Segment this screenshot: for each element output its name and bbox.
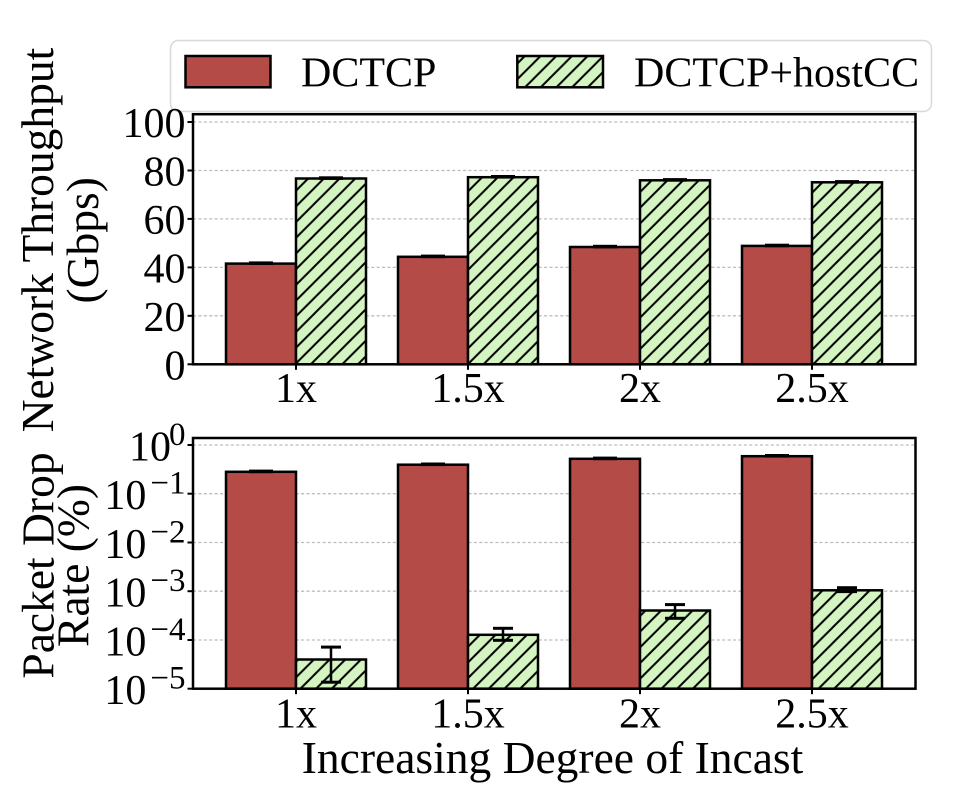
svg-text:2.5x: 2.5x: [775, 692, 849, 738]
svg-text:2x: 2x: [619, 366, 661, 412]
svg-text:Packet Drop: Packet Drop: [13, 452, 64, 678]
svg-text:DCTCP: DCTCP: [301, 51, 436, 97]
svg-text:20: 20: [144, 295, 186, 341]
svg-text:40: 40: [144, 246, 186, 292]
svg-text:10−2: 10 −2: [104, 515, 185, 569]
svg-text:80: 80: [144, 150, 186, 196]
svg-text:Rate (%): Rate (%): [47, 484, 98, 647]
svg-text:(Gbps): (Gbps): [57, 177, 108, 303]
svg-text:60: 60: [144, 198, 186, 244]
svg-text:1.5x: 1.5x: [431, 692, 505, 738]
svg-text:1x: 1x: [275, 366, 317, 412]
svg-text:1.5x: 1.5x: [431, 366, 505, 412]
svg-text:Network Throughput: Network Throughput: [12, 47, 63, 432]
svg-text:100: 100: [123, 101, 186, 147]
svg-text:2x: 2x: [619, 692, 661, 738]
svg-text:Increasing Degree of Incast: Increasing Degree of Incast: [302, 732, 804, 783]
svg-text:DCTCP+hostCC: DCTCP+hostCC: [634, 51, 919, 97]
svg-text:2.5x: 2.5x: [775, 366, 849, 412]
svg-text:1x: 1x: [275, 692, 317, 738]
svg-text:0: 0: [165, 343, 186, 389]
